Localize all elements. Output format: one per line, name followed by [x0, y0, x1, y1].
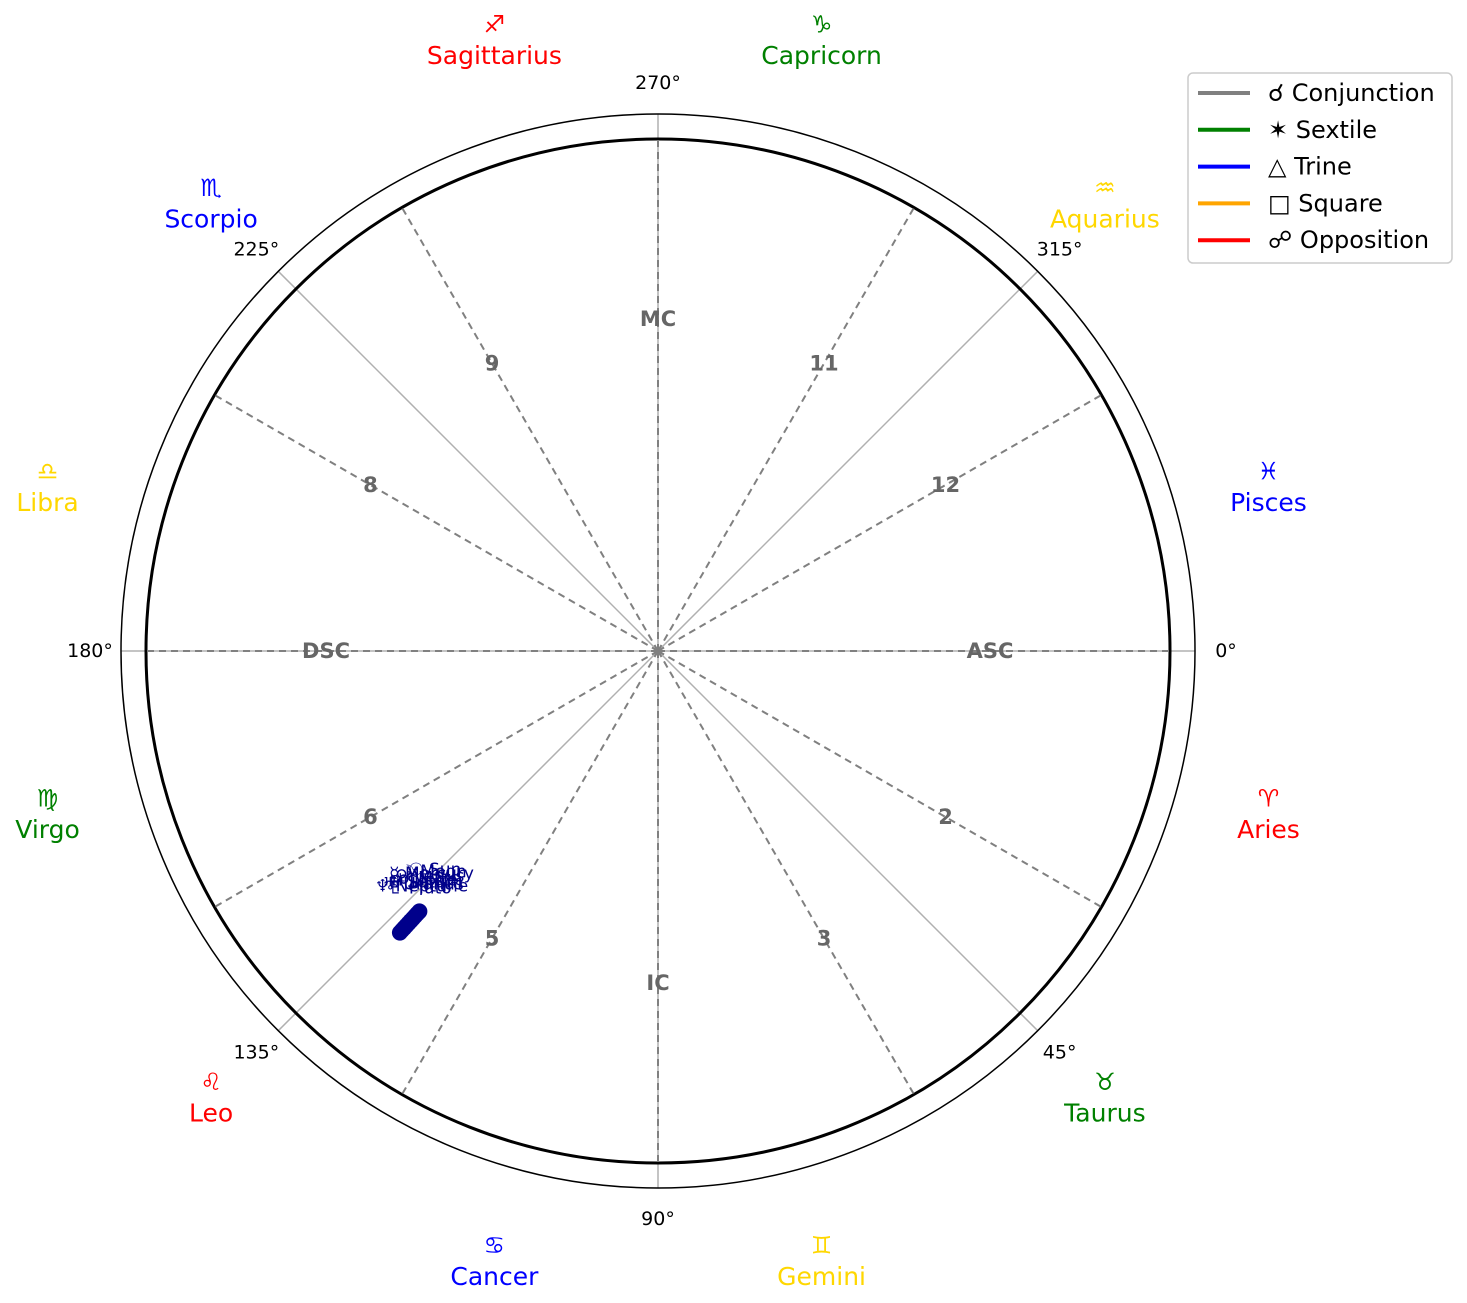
- sign-name: Sagittarius: [427, 41, 562, 70]
- planet-label: ♆ Neptune: [375, 877, 468, 897]
- house-label: DSC: [302, 639, 350, 663]
- outer-ring: [120, 113, 1196, 1189]
- legend-box: [1187, 72, 1453, 264]
- house-cusp-line: [401, 207, 659, 652]
- sign-name: Aquarius: [1050, 205, 1160, 234]
- planet-label: ♀ Venus: [395, 866, 464, 886]
- legend-label: ✶ Sextile: [1268, 116, 1377, 144]
- house-label: 11: [809, 351, 838, 375]
- house-label: 9: [485, 351, 500, 375]
- degree-tick-label: 45°: [1043, 1042, 1077, 1064]
- sign-name: Gemini: [777, 1262, 866, 1291]
- aspect-legend: ☌ Conjunction ✶ Sextile △ Trine □ Square ☍ O…: [1187, 72, 1453, 264]
- house-cusp-line: [657, 650, 915, 1095]
- house-label: 2: [938, 805, 953, 829]
- planet-cluster: ♇ Pluto♆ Neptune♅ Uranus♄ Saturn♃ Jupite…: [375, 860, 474, 941]
- planet-label: ♃ Jupiter: [389, 870, 465, 890]
- degree-tick-label: 135°: [233, 1042, 279, 1064]
- sign-symbol-icon: ♑: [811, 11, 833, 39]
- grid-line: [657, 270, 1039, 652]
- sign-name: Aries: [1237, 815, 1300, 844]
- grid-line: [657, 650, 1039, 1032]
- legend-label: □ Square: [1268, 189, 1383, 217]
- sign-symbol-icon: ♏: [200, 174, 222, 202]
- planet-marker: [411, 903, 428, 920]
- house-cusp-line: [657, 650, 1102, 908]
- sign-name: Pisces: [1230, 488, 1307, 517]
- house-cusp-line: [214, 394, 659, 652]
- zodiac-signs: ♈Aries ♉Taurus ♊ Gemini ♋ Cancer ♌Leo ♍Virgo ♎ Li…: [15, 11, 1307, 1291]
- degree-tick-label: 315°: [1037, 238, 1083, 260]
- sign-symbol-icon: ♍: [37, 785, 59, 813]
- house-label: ASC: [967, 639, 1014, 663]
- sign-symbol-icon: ♓: [1258, 457, 1280, 485]
- degree-tick-label: 270°: [635, 72, 681, 94]
- house-label: IC: [646, 971, 669, 995]
- house-label: 5: [485, 927, 500, 951]
- sign-symbol-icon: ♌: [200, 1068, 222, 1096]
- sign-name: Leo: [189, 1098, 233, 1127]
- sign-symbol-icon: ♊: [811, 1231, 833, 1259]
- sign-name: Capricorn: [761, 41, 882, 70]
- house-label: 8: [363, 473, 378, 497]
- house-label: 12: [931, 473, 960, 497]
- sign-symbol-icon: ♉: [1094, 1068, 1116, 1096]
- house-cusp-line: [401, 650, 659, 1095]
- grid-line: [277, 650, 659, 1032]
- sign-symbol-icon: ♋: [484, 1231, 506, 1259]
- house-cusp-line: [657, 394, 1102, 652]
- degree-tick-label: 90°: [641, 1208, 675, 1230]
- planet-label: ☉ Sun: [408, 860, 461, 880]
- house-label: 3: [817, 927, 832, 951]
- sign-name: Cancer: [450, 1262, 539, 1291]
- sign-symbol-icon: ♈: [1258, 785, 1280, 813]
- sign-name: Libra: [16, 488, 78, 517]
- degree-tick-label: 0°: [1215, 640, 1237, 662]
- planet-label: ♅ Uranus: [383, 875, 464, 895]
- sign-name: Virgo: [15, 815, 80, 844]
- legend-label: △ Trine: [1268, 153, 1352, 181]
- degree-ticks: 0° 45° 90° 135° 180° 225° 270° 315°: [67, 72, 1237, 1230]
- house-cusp-line: [214, 650, 659, 908]
- legend-label: ☍ Opposition: [1268, 226, 1429, 254]
- planet-label: ♂ Mars: [397, 868, 459, 888]
- planet-label: ♄ Saturn: [387, 872, 464, 892]
- sign-name: Scorpio: [164, 205, 257, 234]
- degree-tick-label: 180°: [67, 640, 113, 662]
- grid-line: [277, 270, 659, 652]
- zodiac-ring: [144, 137, 1172, 1165]
- planet-label: ☽ Moon: [400, 862, 467, 882]
- sign-symbol-icon: ♒: [1094, 174, 1116, 202]
- legend-label: ☌ Conjunction: [1268, 79, 1435, 107]
- sign-name: Taurus: [1063, 1098, 1145, 1127]
- house-cusps: ASC 2 3 IC 5 6 DSC 8 9 MC 11 12: [146, 139, 1170, 1163]
- house-cusp-line: [657, 207, 915, 652]
- degree-tick-label: 225°: [233, 238, 279, 260]
- house-label: MC: [640, 307, 676, 331]
- sign-symbol-icon: ♐: [484, 11, 506, 39]
- planet-label: ☿ Mercury: [389, 864, 474, 884]
- zodiac-rings: [120, 113, 1196, 1189]
- house-label: 6: [363, 805, 378, 829]
- sign-symbol-icon: ♎: [37, 457, 59, 485]
- planet-label: ♇ Pluto: [388, 879, 451, 899]
